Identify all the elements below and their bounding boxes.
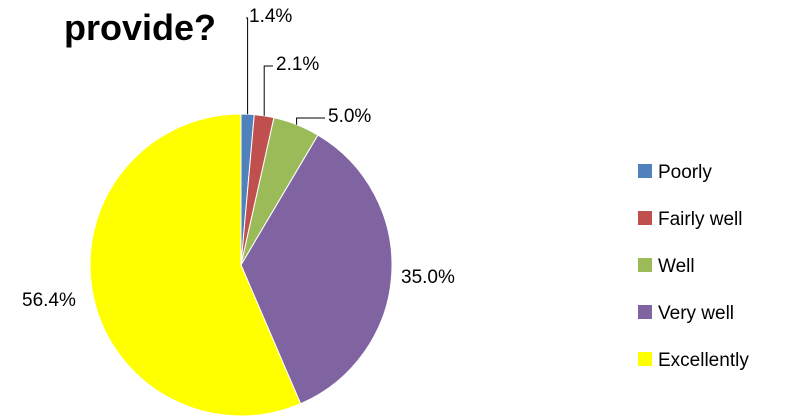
legend-label-well: Well [658, 256, 695, 277]
legend-label-very-well: Very well [658, 303, 734, 324]
legend-item-fairly-well: Fairly well [638, 209, 742, 230]
leader-line-well [296, 117, 325, 125]
data-labels: 1.4% 2.1% 5.0% 35.0% 56.4% [22, 6, 455, 311]
data-label-poorly: 1.4% [249, 6, 292, 27]
pie-slices [89, 113, 393, 417]
data-label-excellently: 56.4% [22, 290, 76, 311]
legend-swatch-fairly-well [638, 211, 652, 225]
data-label-fairly-well: 2.1% [276, 54, 319, 75]
legend-item-very-well: Very well [638, 303, 734, 324]
leader-lines [246, 17, 325, 125]
slice-excellently [89, 113, 302, 417]
legend-label-fairly-well: Fairly well [658, 209, 742, 230]
legend-item-well: Well [638, 256, 695, 277]
legend-swatch-very-well [638, 305, 652, 319]
leader-line-poorly [246, 17, 249, 115]
legend-label-poorly: Poorly [658, 162, 712, 183]
legend-swatch-excellently [638, 352, 652, 366]
chart-title: provide? [64, 7, 216, 48]
data-label-well: 5.0% [328, 106, 371, 127]
legend-swatch-poorly [638, 164, 652, 178]
slice-very-well [240, 134, 393, 405]
leader-line-fairly-well [263, 65, 273, 116]
legend-item-poorly: Poorly [638, 162, 712, 183]
legend: Poorly Fairly well Well Very well Excellentl… [638, 162, 749, 371]
legend-label-excellently: Excellently [658, 350, 749, 371]
data-label-very-well: 35.0% [401, 267, 455, 288]
legend-swatch-well [638, 258, 652, 272]
legend-item-excellently: Excellently [638, 350, 749, 371]
